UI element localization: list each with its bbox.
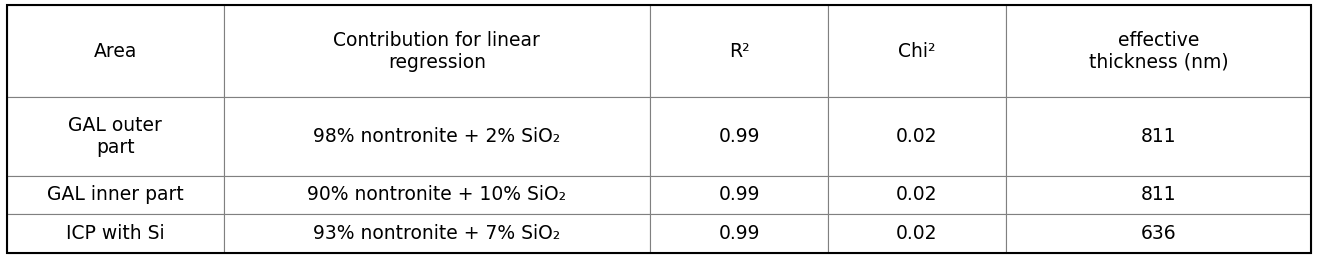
Bar [7, 97, 224, 176]
Text: 0.02: 0.02 [896, 224, 937, 243]
Text: Chi²: Chi² [898, 42, 936, 61]
Bar [650, 5, 828, 97]
Bar [7, 214, 224, 253]
Bar [1006, 97, 1311, 176]
Bar [7, 176, 224, 214]
Bar [224, 176, 650, 214]
Bar [224, 97, 650, 176]
Text: effective
thickness (nm): effective thickness (nm) [1089, 31, 1228, 72]
Bar [7, 5, 224, 97]
Text: R²: R² [729, 42, 750, 61]
Bar [828, 176, 1006, 214]
Bar [1006, 214, 1311, 253]
Text: 0.02: 0.02 [896, 127, 937, 146]
Bar [1006, 176, 1311, 214]
Text: 0.02: 0.02 [896, 186, 937, 205]
Bar [828, 5, 1006, 97]
Text: Contribution for linear
regression: Contribution for linear regression [333, 31, 540, 72]
Text: ICP with Si: ICP with Si [66, 224, 165, 243]
Text: 90% nontronite + 10% SiO₂: 90% nontronite + 10% SiO₂ [307, 186, 567, 205]
Text: 811: 811 [1140, 127, 1176, 146]
Bar [650, 97, 828, 176]
Text: Area: Area [94, 42, 137, 61]
Bar [1006, 5, 1311, 97]
Text: 811: 811 [1140, 186, 1176, 205]
Bar [650, 214, 828, 253]
Bar [828, 214, 1006, 253]
Text: 0.99: 0.99 [718, 224, 760, 243]
Text: 98% nontronite + 2% SiO₂: 98% nontronite + 2% SiO₂ [314, 127, 560, 146]
Bar [224, 214, 650, 253]
Text: 93% nontronite + 7% SiO₂: 93% nontronite + 7% SiO₂ [314, 224, 560, 243]
Text: GAL outer
part: GAL outer part [69, 116, 162, 157]
Text: 636: 636 [1140, 224, 1176, 243]
Bar [828, 97, 1006, 176]
Bar [224, 5, 650, 97]
Bar [650, 176, 828, 214]
Text: 0.99: 0.99 [718, 186, 760, 205]
Text: GAL inner part: GAL inner part [46, 186, 183, 205]
Text: 0.99: 0.99 [718, 127, 760, 146]
